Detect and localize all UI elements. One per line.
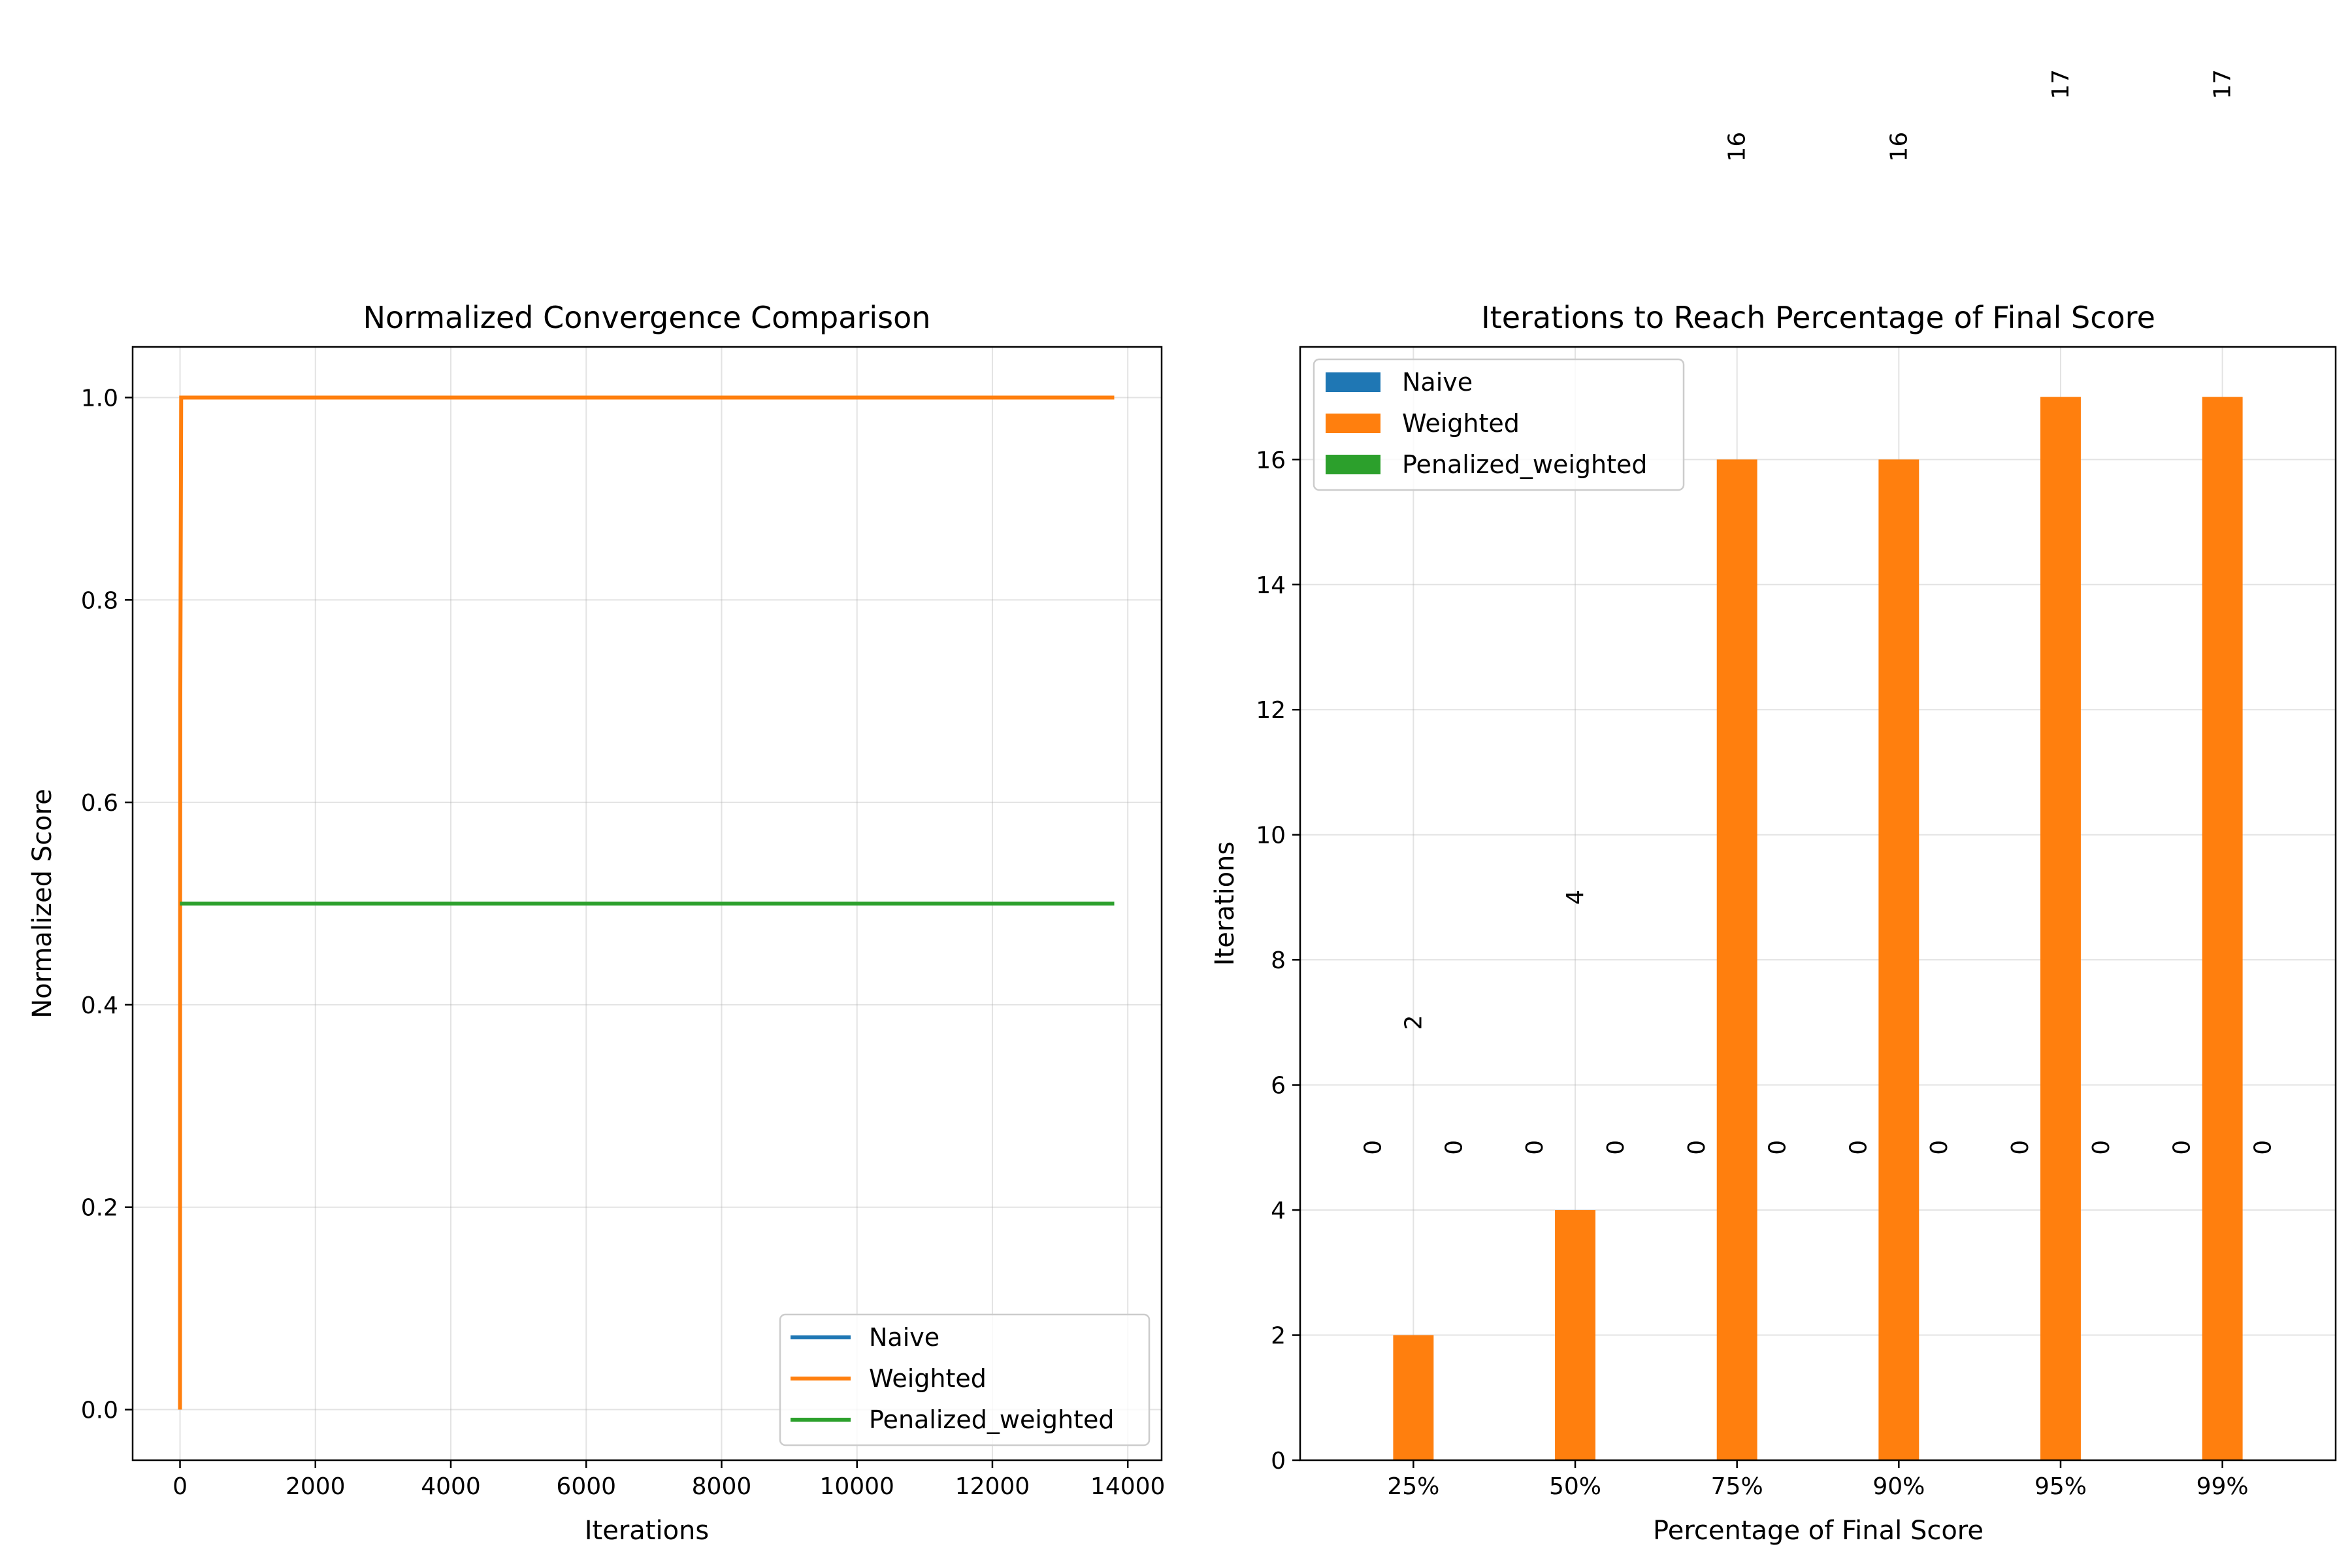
line-chart-y-tick-label: 1.0 bbox=[81, 385, 118, 412]
legend-label-naive: Naive bbox=[869, 1323, 939, 1352]
line-chart-title: Normalized Convergence Comparison bbox=[363, 300, 931, 335]
bar-chart-x-ticks: 25% 50% 75% 90% 95% 99% bbox=[1387, 1460, 2249, 1500]
bar-data-label-penalized-weighted: 0 bbox=[1926, 1140, 1953, 1155]
bar-data-label-weighted: 2 bbox=[1400, 1015, 1427, 1030]
bar-chart-x-tick-label: 25% bbox=[1387, 1473, 1439, 1500]
bar-chart-x-tick-label: 95% bbox=[2034, 1473, 2087, 1500]
bar-chart: Iterations to Reach Percentage of Final … bbox=[1210, 69, 2337, 1546]
line-chart-x-tick-label: 6000 bbox=[556, 1473, 616, 1500]
bar-chart-legend: Naive Weighted Penalized_weighted bbox=[1313, 358, 1685, 491]
legend-patch-naive bbox=[1326, 372, 1380, 392]
bar-chart-y-tick-label: 8 bbox=[1271, 947, 1286, 974]
line-chart-series-group bbox=[178, 395, 1115, 1410]
line-chart: Normalized Convergence Comparison 0 2000 4… bbox=[27, 300, 1165, 1546]
bar-weighted bbox=[2202, 397, 2243, 1461]
line-chart-x-tick-label: 12000 bbox=[955, 1473, 1030, 1500]
bar-chart-x-tick-label: 50% bbox=[1549, 1473, 1601, 1500]
legend-label-weighted: Weighted bbox=[869, 1364, 987, 1393]
bar-chart-y-axis-label: Iterations bbox=[1210, 841, 1240, 966]
bar-data-label-naive: 0 bbox=[1360, 1140, 1386, 1155]
bar-data-label-weighted: 17 bbox=[2210, 69, 2236, 99]
bar-chart-x-axis-label: Percentage of Final Score bbox=[1653, 1516, 1984, 1546]
bar-chart-y-tick-label: 0 bbox=[1271, 1448, 1286, 1475]
line-chart-y-tick-label: 0.6 bbox=[81, 790, 118, 817]
bar-chart-grid bbox=[1300, 347, 2336, 1461]
bar-data-label-weighted: 4 bbox=[1562, 890, 1589, 905]
line-chart-x-tick-label: 2000 bbox=[286, 1473, 346, 1500]
line-chart-y-tick-label: 0.0 bbox=[81, 1397, 118, 1424]
line-chart-x-tick-label: 0 bbox=[172, 1473, 188, 1500]
bar-chart-legend-box bbox=[1313, 358, 1685, 491]
bar-data-label-weighted: 16 bbox=[1724, 132, 1751, 162]
bar-data-label-naive: 0 bbox=[1684, 1140, 1710, 1155]
bar-chart-y-tick-label: 6 bbox=[1271, 1073, 1286, 1100]
line-chart-y-tick-label: 0.4 bbox=[81, 992, 118, 1019]
line-chart-x-tick-label: 8000 bbox=[692, 1473, 752, 1500]
bar-chart-x-tick-label: 75% bbox=[1711, 1473, 1763, 1500]
bar-chart-y-tick-label: 2 bbox=[1271, 1323, 1286, 1350]
line-chart-y-tick-label: 0.2 bbox=[81, 1195, 118, 1222]
bar-chart-frame bbox=[1299, 346, 2337, 1462]
bar-weighted bbox=[1393, 1335, 1434, 1460]
line-chart-legend: Naive Weighted Penalized_weighted bbox=[779, 1313, 1151, 1446]
bar-chart-x-tick-label: 90% bbox=[1872, 1473, 1925, 1500]
bar-chart-bars bbox=[1393, 397, 2243, 1461]
bar-data-label-penalized-weighted: 0 bbox=[2088, 1140, 2115, 1155]
bar-weighted bbox=[1716, 459, 1757, 1460]
line-chart-x-ticks: 0 2000 4000 6000 8000 10000 12000 14000 bbox=[172, 1460, 1165, 1500]
bar-chart-y-ticks: 0 2 4 6 8 10 12 14 16 bbox=[1256, 447, 1300, 1475]
line-chart-legend-box bbox=[779, 1313, 1151, 1446]
bar-chart-y-tick-label: 4 bbox=[1271, 1198, 1286, 1224]
bar-data-label-penalized-weighted: 0 bbox=[1603, 1140, 1629, 1155]
bar-data-label-weighted: 16 bbox=[1886, 132, 1912, 162]
bar-data-label-weighted: 17 bbox=[2048, 69, 2074, 99]
line-chart-x-axis-label: Iterations bbox=[585, 1516, 710, 1546]
series-line-weighted bbox=[178, 395, 1115, 1410]
bar-chart-x-tick-label: 99% bbox=[2197, 1473, 2249, 1500]
bar-chart-y-tick-label: 10 bbox=[1256, 823, 1286, 849]
legend-patch-penalized-weighted bbox=[1326, 455, 1380, 474]
bar-chart-title: Iterations to Reach Percentage of Final … bbox=[1481, 300, 2155, 335]
line-chart-y-tick-label: 0.8 bbox=[81, 587, 118, 614]
line-chart-x-tick-label: 4000 bbox=[421, 1473, 481, 1500]
bar-chart-y-tick-label: 14 bbox=[1256, 572, 1286, 599]
bar-weighted bbox=[1555, 1210, 1595, 1460]
bar-data-label-penalized-weighted: 0 bbox=[2250, 1140, 2277, 1155]
legend-label-penalized-weighted: Penalized_weighted bbox=[869, 1405, 1115, 1434]
line-chart-x-tick-label: 10000 bbox=[819, 1473, 894, 1500]
line-chart-x-tick-label: 14000 bbox=[1090, 1473, 1166, 1500]
line-chart-y-ticks: 0.0 0.2 0.4 0.6 0.8 1.0 bbox=[81, 385, 133, 1424]
legend-label-penalized-weighted-bar: Penalized_weighted bbox=[1402, 450, 1648, 479]
bar-data-label-naive: 0 bbox=[1522, 1140, 1548, 1155]
bar-chart-y-tick-label: 16 bbox=[1256, 447, 1286, 474]
legend-label-weighted-bar: Weighted bbox=[1402, 409, 1520, 438]
bar-chart-y-tick-label: 12 bbox=[1256, 697, 1286, 724]
bar-data-label-penalized-weighted: 0 bbox=[1441, 1140, 1467, 1155]
bar-data-label-naive: 0 bbox=[2169, 1140, 2196, 1155]
line-chart-frame bbox=[131, 346, 1163, 1462]
bar-data-label-naive: 0 bbox=[2007, 1140, 2034, 1155]
bar-data-label-naive: 0 bbox=[1845, 1140, 1872, 1155]
bar-weighted bbox=[2040, 397, 2081, 1461]
line-chart-y-axis-label: Normalized Score bbox=[27, 789, 57, 1019]
legend-label-naive-bar: Naive bbox=[1402, 368, 1473, 397]
bar-data-label-penalized-weighted: 0 bbox=[1765, 1140, 1791, 1155]
bar-weighted bbox=[1878, 459, 1919, 1460]
legend-patch-weighted bbox=[1326, 414, 1380, 433]
bar-chart-data-labels: 0 0 0 0 0 0 2 4 16 16 17 17 0 0 0 0 0 0 bbox=[1360, 69, 2276, 1155]
